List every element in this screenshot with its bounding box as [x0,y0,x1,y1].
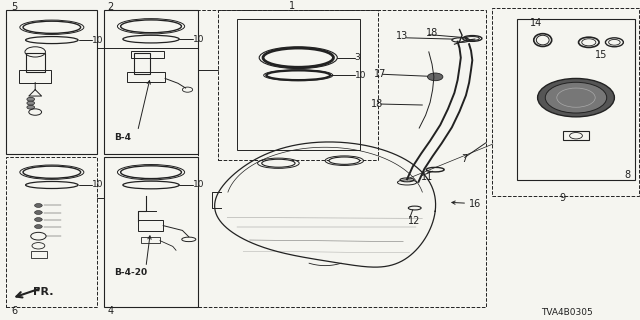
Text: 4: 4 [108,306,114,316]
Circle shape [35,204,42,207]
Text: B-4-20: B-4-20 [114,268,147,277]
Bar [134,53,150,74]
Bar [138,220,163,231]
Text: 8: 8 [624,170,630,180]
Circle shape [35,218,42,221]
Circle shape [27,97,35,101]
Ellipse shape [329,157,360,164]
Circle shape [545,82,607,113]
Text: 14: 14 [530,18,542,28]
Circle shape [538,78,614,117]
Text: 16: 16 [468,199,481,209]
Text: 10: 10 [92,180,104,189]
Text: 17: 17 [374,69,386,79]
Circle shape [35,211,42,214]
Text: 6: 6 [12,306,18,316]
Text: 7: 7 [461,154,467,164]
Text: 2: 2 [108,2,114,12]
Circle shape [27,101,35,105]
Text: 15: 15 [595,50,607,60]
Text: 13: 13 [396,31,408,41]
Text: TVA4B0305: TVA4B0305 [541,308,593,317]
Bar [141,237,160,243]
Ellipse shape [262,159,295,167]
Bar [127,72,165,82]
Circle shape [35,225,42,228]
Text: 11: 11 [421,172,433,182]
Text: 12: 12 [408,216,420,226]
Text: 1: 1 [289,2,296,12]
Text: 18: 18 [426,28,438,38]
Bar [26,53,45,72]
Bar [19,70,51,83]
Text: FR.: FR. [33,287,54,297]
Text: 10: 10 [193,180,205,189]
Bar [31,251,47,258]
Text: 10: 10 [193,35,205,44]
Text: 18: 18 [371,99,383,109]
Text: 10: 10 [92,36,104,44]
Text: 10: 10 [355,71,366,80]
Text: B-4: B-4 [114,133,131,142]
Text: 5: 5 [12,2,18,12]
Circle shape [428,73,443,81]
Bar [563,131,589,140]
Bar [131,51,164,58]
Text: 9: 9 [559,193,566,204]
Circle shape [27,105,35,109]
Text: 3: 3 [355,53,360,62]
